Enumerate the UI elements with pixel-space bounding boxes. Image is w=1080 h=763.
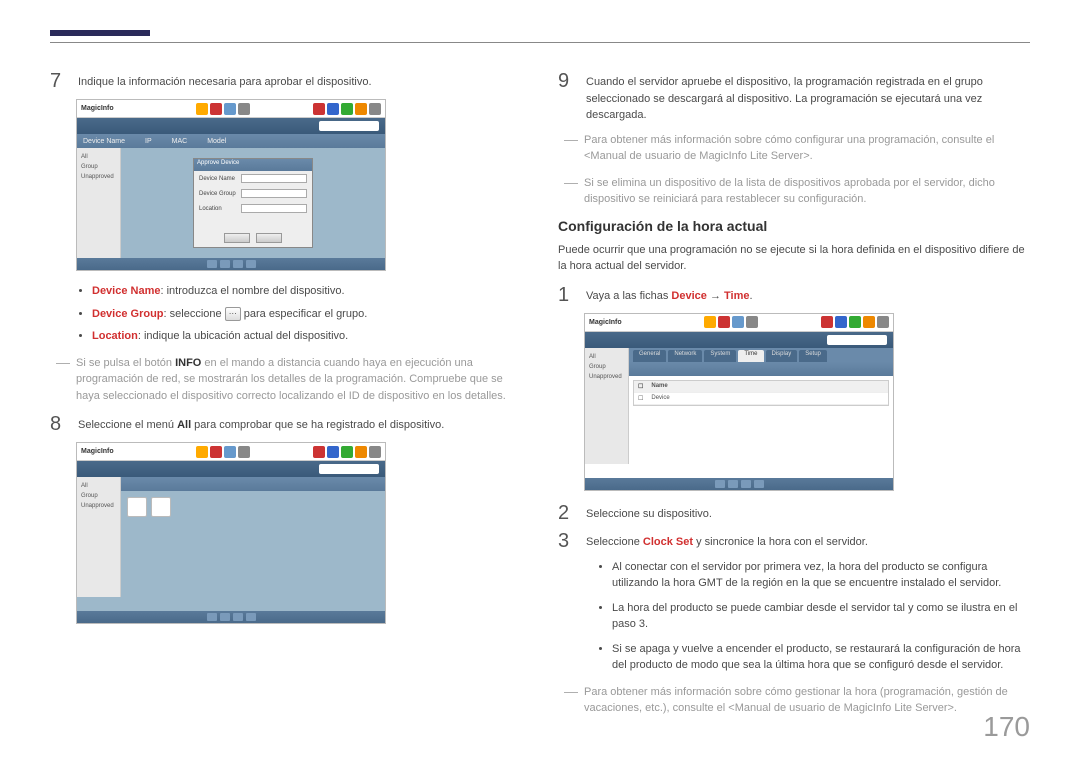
toolbar-icon [341, 103, 353, 115]
field-term: Location [92, 330, 138, 342]
app-logo: MagicInfo [81, 105, 114, 112]
list-item: Al conectar con el servidor por primera … [612, 559, 1030, 592]
list-item: Device Group: seleccione ⋯ para especifi… [92, 306, 522, 323]
step-7: 7 Indique la información necesaria para … [50, 71, 522, 91]
tab: General [633, 350, 666, 362]
header-rule [50, 42, 1030, 43]
tab: Setup [799, 350, 827, 362]
toolbar-icon [224, 103, 236, 115]
screenshot-approve-device: MagicInfo Dev [76, 99, 386, 271]
section-intro: Puede ocurrir que una programación no se… [558, 242, 1030, 275]
step-number: 3 [558, 531, 574, 551]
step-text: Cuando el servidor apruebe el dispositiv… [586, 71, 1030, 124]
chapter-bar [50, 30, 150, 36]
right-column: 9 Cuando el servidor apruebe el disposit… [558, 71, 1030, 727]
toolbar-icon [369, 103, 381, 115]
toolbar-icon [210, 103, 222, 115]
search-input [319, 464, 379, 474]
device-icon [151, 497, 171, 517]
toolbar-icon [196, 103, 208, 115]
document-page: 7 Indique la información necesaria para … [0, 0, 1080, 747]
left-column: 7 Indique la información necesaria para … [50, 71, 522, 727]
section-heading: Configuración de la hora actual [558, 218, 1030, 234]
search-input [319, 121, 379, 131]
info-note: ― Para obtener más información sobre cóm… [564, 132, 1030, 165]
step-8: 8 Seleccione el menú All para comprobar … [50, 414, 522, 434]
step-number: 7 [50, 71, 66, 91]
tab-time: Time [738, 350, 763, 362]
step-3: 3 Seleccione Clock Set y sincronice la h… [558, 531, 1030, 551]
step-text: Indique la información necesaria para ap… [78, 71, 372, 91]
info-note: ― Para obtener más información sobre cóm… [564, 684, 1030, 717]
dash-icon: ― [564, 132, 578, 165]
two-column-layout: 7 Indique la información necesaria para … [50, 71, 1030, 727]
list-item: Si se apaga y vuelve a encender el produ… [612, 641, 1030, 674]
screenshot-time-tab: MagicInfo AllGroupUnapproved [584, 313, 894, 491]
search-input [827, 335, 887, 345]
toolbar-icon [238, 103, 250, 115]
step-1: 1 Vaya a las fichas Device → Time. [558, 285, 1030, 305]
toolbar-icon [327, 103, 339, 115]
toolbar-icon [313, 103, 325, 115]
tab: System [704, 350, 736, 362]
page-number: 170 [983, 711, 1030, 743]
step-text: Seleccione el menú All para comprobar qu… [78, 414, 444, 434]
step-text: Seleccione Clock Set y sincronice la hor… [586, 531, 868, 551]
app-logo: MagicInfo [81, 448, 114, 455]
info-note: ― Si se elimina un dispositivo de la lis… [564, 175, 1030, 208]
step-2: 2 Seleccione su dispositivo. [558, 503, 1030, 523]
ok-button [224, 233, 250, 243]
step-9: 9 Cuando el servidor apruebe el disposit… [558, 71, 1030, 124]
list-item: La hora del producto se puede cambiar de… [612, 600, 1030, 633]
browse-button-icon: ⋯ [225, 307, 241, 321]
field-term: Device Name [92, 285, 161, 297]
list-item: Location: indique la ubicación actual de… [92, 328, 522, 345]
device-list: ☐Name ☐Device [633, 380, 889, 406]
list-item: Device Name: introduzca el nombre del di… [92, 283, 522, 300]
info-note: ― Si se pulsa el botón INFO en el mando … [56, 355, 522, 405]
modal-title: Approve Device [194, 159, 312, 171]
field-descriptions: Device Name: introduzca el nombre del di… [82, 283, 522, 345]
screenshot-all-devices: MagicInfo AllGroupUnapproved [76, 442, 386, 624]
toolbar-icon [355, 103, 367, 115]
step-number: 2 [558, 503, 574, 523]
modal-dialog: Approve Device Device Name Device Group … [193, 158, 313, 248]
dash-icon: ― [564, 684, 578, 717]
tab: Display [766, 350, 798, 362]
sidebar: AllGroupUnapproved [77, 477, 121, 597]
time-notes-list: Al conectar con el servidor por primera … [602, 559, 1030, 674]
app-logo: MagicInfo [589, 319, 622, 326]
step-text: Seleccione su dispositivo. [586, 503, 712, 523]
device-icon [127, 497, 147, 517]
cancel-button [256, 233, 282, 243]
sidebar: AllGroupUnapproved [585, 348, 629, 464]
tab: Network [668, 350, 702, 362]
step-number: 1 [558, 285, 574, 305]
step-text: Vaya a las fichas Device → Time. [586, 285, 753, 305]
step-number: 9 [558, 71, 574, 124]
dash-icon: ― [56, 355, 70, 405]
dash-icon: ― [564, 175, 578, 208]
sidebar: AllGroupUnapproved [77, 148, 121, 258]
field-term: Device Group [92, 308, 164, 320]
step-number: 8 [50, 414, 66, 434]
